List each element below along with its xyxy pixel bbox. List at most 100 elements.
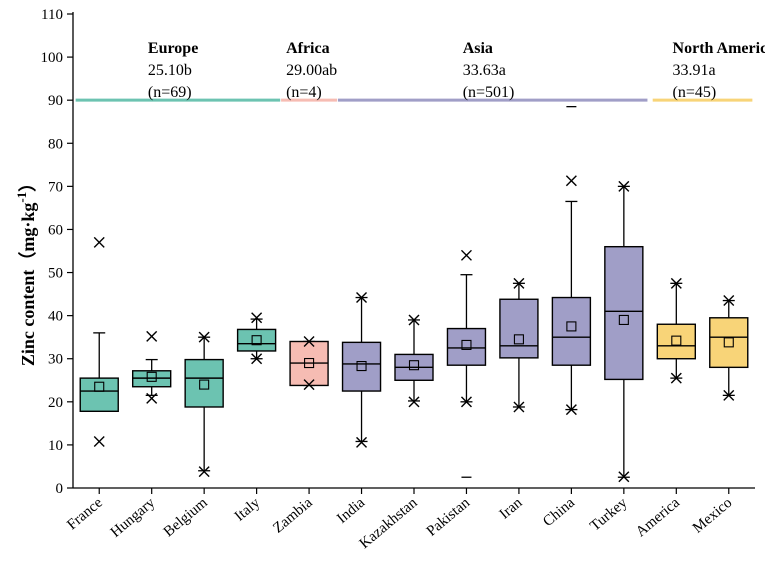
mean-marker bbox=[356, 361, 367, 372]
x-tick-label: Pakistan bbox=[424, 494, 474, 539]
cross-stroke bbox=[198, 331, 210, 343]
region-name: Asia bbox=[463, 40, 493, 57]
max-marker bbox=[618, 180, 630, 192]
max-marker bbox=[670, 277, 682, 289]
cross-stroke bbox=[670, 372, 682, 384]
mean-marker bbox=[199, 379, 210, 390]
cross-stroke bbox=[408, 396, 420, 408]
mean-marker bbox=[94, 381, 105, 392]
y-tick-label: 80 bbox=[48, 136, 63, 152]
max-marker bbox=[198, 331, 210, 343]
x-tick-label: Kazakhstan bbox=[357, 494, 421, 552]
max-marker bbox=[93, 236, 105, 248]
min-marker bbox=[303, 379, 315, 391]
box-iqr bbox=[79, 377, 119, 412]
cross-stroke bbox=[303, 379, 315, 391]
mean-marker bbox=[671, 335, 682, 346]
cross-stroke bbox=[251, 312, 263, 324]
min-marker bbox=[198, 466, 210, 478]
y-tick-label: 60 bbox=[48, 222, 63, 238]
region-mean-label: 25.10b bbox=[148, 62, 192, 79]
box-india bbox=[341, 296, 382, 443]
cross-stroke bbox=[565, 175, 577, 187]
cross-stroke bbox=[356, 436, 368, 448]
y-axis-label-close: ） bbox=[18, 174, 38, 192]
max-marker bbox=[460, 249, 472, 261]
max-marker bbox=[513, 277, 525, 289]
region-mean-label: 33.91a bbox=[673, 62, 716, 79]
y-tick-label: 30 bbox=[48, 352, 63, 368]
max-marker bbox=[146, 330, 158, 342]
x-tick-label: Mexico bbox=[690, 495, 735, 537]
cross-stroke bbox=[93, 435, 105, 447]
box-iqr bbox=[236, 328, 277, 352]
cross-stroke bbox=[408, 314, 420, 326]
box-iqr bbox=[184, 358, 224, 408]
cross-stroke bbox=[723, 389, 735, 401]
box-pakistan bbox=[446, 274, 487, 478]
x-tick-label: Turkey bbox=[587, 494, 630, 534]
region-mean-label: 33.63a bbox=[463, 62, 506, 79]
region-annotations: Europe 25.10b (n=69) Africa 29.00ab (n=4) Asia… bbox=[75, 40, 765, 102]
min-marker bbox=[670, 372, 682, 384]
cross-stroke bbox=[723, 295, 735, 307]
y-axis-label-main: Zinc content（mg·kg bbox=[18, 203, 38, 367]
y-tick-label: 40 bbox=[48, 309, 63, 325]
region-mean-label: 29.00ab bbox=[286, 62, 337, 79]
cross-stroke bbox=[198, 466, 210, 478]
x-tick-label: Belgium bbox=[161, 495, 211, 541]
mean-marker bbox=[566, 321, 577, 332]
box-china bbox=[551, 105, 592, 411]
box-turkey bbox=[604, 185, 644, 478]
box-iqr bbox=[446, 327, 487, 366]
min-marker bbox=[723, 389, 735, 401]
cross-stroke bbox=[513, 277, 525, 289]
y-axis-label-exponent: -1 bbox=[14, 192, 29, 203]
cross-stroke bbox=[460, 249, 472, 261]
x-tick-label: China bbox=[540, 495, 578, 531]
y-axis-label: Zinc content（mg·kg-1） bbox=[14, 174, 38, 366]
region-africa: Africa 29.00ab (n=4) bbox=[281, 40, 337, 102]
box-iqr bbox=[341, 341, 382, 392]
max-marker bbox=[565, 175, 577, 187]
region-name: Europe bbox=[148, 40, 198, 57]
cross-stroke bbox=[618, 471, 630, 483]
box-france bbox=[79, 332, 119, 412]
box-iqr bbox=[604, 245, 644, 381]
max-marker bbox=[303, 335, 315, 347]
x-tick-label: India bbox=[334, 495, 368, 527]
box-hungary bbox=[131, 358, 172, 397]
region-n-label: (n=501) bbox=[463, 84, 515, 101]
x-tick-label: France bbox=[64, 495, 106, 534]
cross-stroke bbox=[460, 396, 472, 408]
min-marker bbox=[408, 396, 420, 408]
region-name: North America bbox=[673, 40, 765, 57]
cross-stroke bbox=[146, 392, 158, 404]
min-marker bbox=[356, 436, 368, 448]
y-tick-label: 70 bbox=[48, 179, 63, 195]
region-asia: Asia 33.63a (n=501) bbox=[337, 40, 648, 102]
mean-marker bbox=[251, 335, 262, 346]
cross-stroke bbox=[618, 180, 630, 192]
mean-marker bbox=[146, 371, 157, 382]
box-iqr bbox=[499, 298, 539, 359]
min-marker bbox=[93, 435, 105, 447]
x-tick-label: Iran bbox=[497, 494, 526, 522]
x-tick-label: America bbox=[633, 495, 683, 541]
y-tick-label: 110 bbox=[41, 7, 63, 23]
box-iqr bbox=[656, 323, 697, 360]
cross-stroke bbox=[146, 330, 158, 342]
y-tick-label: 100 bbox=[41, 50, 64, 66]
region-europe: Europe 25.10b (n=69) bbox=[75, 40, 281, 102]
box-kazakhstan bbox=[394, 319, 434, 402]
y-tick-label: 50 bbox=[48, 266, 63, 282]
box-italy bbox=[236, 318, 277, 360]
x-tick-label: Italy bbox=[232, 494, 264, 524]
region-name: Africa bbox=[286, 40, 330, 57]
boxes-group bbox=[79, 105, 749, 483]
max-marker bbox=[723, 295, 735, 307]
min-marker bbox=[565, 404, 577, 416]
mean-marker bbox=[618, 314, 629, 325]
cross-stroke bbox=[565, 404, 577, 416]
cross-stroke bbox=[303, 335, 315, 347]
